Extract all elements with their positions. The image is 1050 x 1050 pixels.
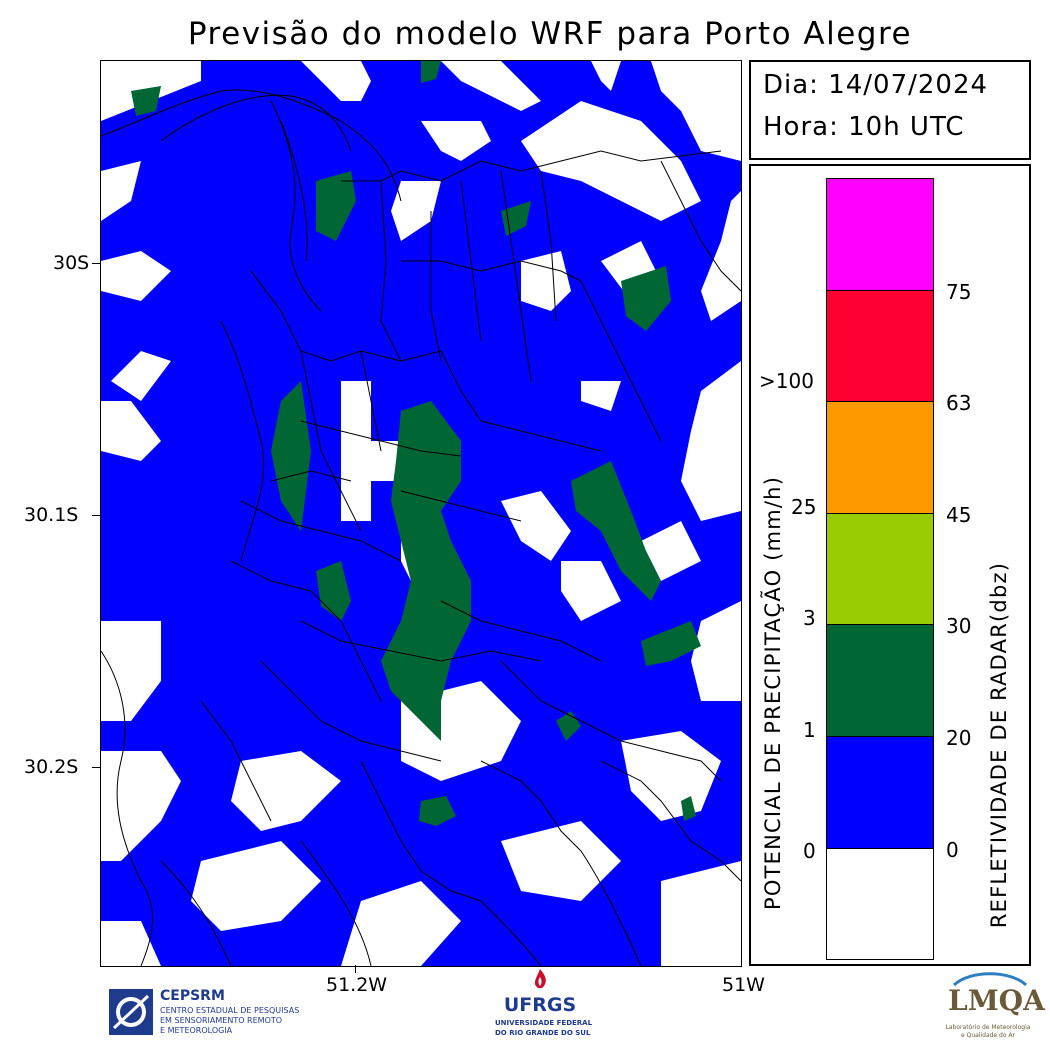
lat-tick-30-2s bbox=[92, 767, 100, 768]
dbz-label-63: 63 bbox=[946, 391, 971, 415]
cepsrm-line3: E METEOROLOGIA bbox=[160, 1026, 232, 1035]
dbz-label-75: 75 bbox=[946, 280, 971, 304]
cepsrm-logo: CEPSRM CENTRO ESTADUAL DE PESQUISAS EM S… bbox=[108, 988, 308, 1038]
lon-label-51w: 51W bbox=[722, 974, 765, 996]
precip-label-3: 3 bbox=[803, 606, 816, 630]
cepsrm-line2: EM SENSORIAMENTO REMOTO bbox=[160, 1016, 282, 1025]
map-title: Previsão do modelo WRF para Porto Alegre bbox=[0, 16, 1050, 52]
ufrgs-line1: UNIVERSIDADE FEDERAL bbox=[495, 1019, 585, 1027]
precip-label-0: 0 bbox=[803, 839, 816, 863]
reflectivity-field bbox=[101, 61, 741, 966]
precip-label-25: 25 bbox=[791, 495, 816, 519]
precip-label-100: >100 bbox=[759, 369, 814, 393]
cepsrm-name: CEPSRM bbox=[160, 988, 225, 1004]
legend-swatch-blue bbox=[826, 736, 934, 849]
forecast-date: Dia: 14/07/2024 bbox=[763, 70, 988, 100]
reflectivity-axis-title: REFLETIVIDADE DE RADAR(dbz) bbox=[987, 545, 1011, 945]
lat-label-30s: 30S bbox=[53, 252, 89, 274]
ufrgs-logo: UFRGS UNIVERSIDADE FEDERAL DO RIO GRANDE… bbox=[495, 968, 585, 1044]
dbz-label-45: 45 bbox=[946, 503, 971, 527]
lat-tick-30s bbox=[92, 263, 100, 264]
precip-label-1: 1 bbox=[803, 718, 816, 742]
lmqa-line2: e Qualidade do Ar bbox=[938, 1032, 1038, 1039]
precip-axis-title: POTENCIAL DE PRECIPITAÇÃO (mm/h) bbox=[761, 510, 785, 910]
lmqa-logo: LMQA Laboratório de Meteorologia e Quali… bbox=[938, 972, 1038, 1044]
forecast-info-box: Dia: 14/07/2024 Hora: 10h UTC bbox=[749, 60, 1031, 160]
legend-swatch-orange bbox=[826, 401, 934, 514]
legend-swatch-lime bbox=[826, 513, 934, 625]
forecast-map[interactable] bbox=[100, 60, 742, 967]
legend-swatch-red bbox=[826, 290, 934, 402]
ufrgs-name: UFRGS bbox=[499, 994, 581, 1016]
ufrgs-flame-icon bbox=[527, 968, 553, 994]
legend-swatch-white bbox=[826, 848, 934, 960]
lmqa-line1: Laboratório de Meteorologia bbox=[938, 1024, 1038, 1031]
lat-tick-30-1s bbox=[92, 515, 100, 516]
cepsrm-line1: CENTRO ESTADUAL DE PESQUISAS bbox=[160, 1006, 299, 1015]
color-legend: >100 25 3 1 0 75 63 45 30 20 0 POTENCIAL… bbox=[749, 164, 1031, 966]
legend-swatch-darkgreen bbox=[826, 624, 934, 737]
cepsrm-emblem-icon bbox=[108, 988, 154, 1036]
dbz-label-20: 20 bbox=[946, 726, 971, 750]
ufrgs-line2: DO RIO GRANDE DO SUL bbox=[495, 1029, 585, 1037]
dbz-label-30: 30 bbox=[946, 614, 971, 638]
lon-label-51-2w: 51.2W bbox=[326, 974, 387, 996]
lmqa-name: LMQA bbox=[948, 984, 1028, 1017]
legend-swatch-magenta bbox=[826, 178, 934, 291]
lat-label-30-2s: 30.2S bbox=[24, 756, 78, 778]
forecast-hour: Hora: 10h UTC bbox=[763, 112, 964, 142]
lat-label-30-1s: 30.1S bbox=[24, 504, 78, 526]
lon-tick-51-2w bbox=[355, 965, 356, 973]
dbz-label-0: 0 bbox=[946, 838, 959, 862]
